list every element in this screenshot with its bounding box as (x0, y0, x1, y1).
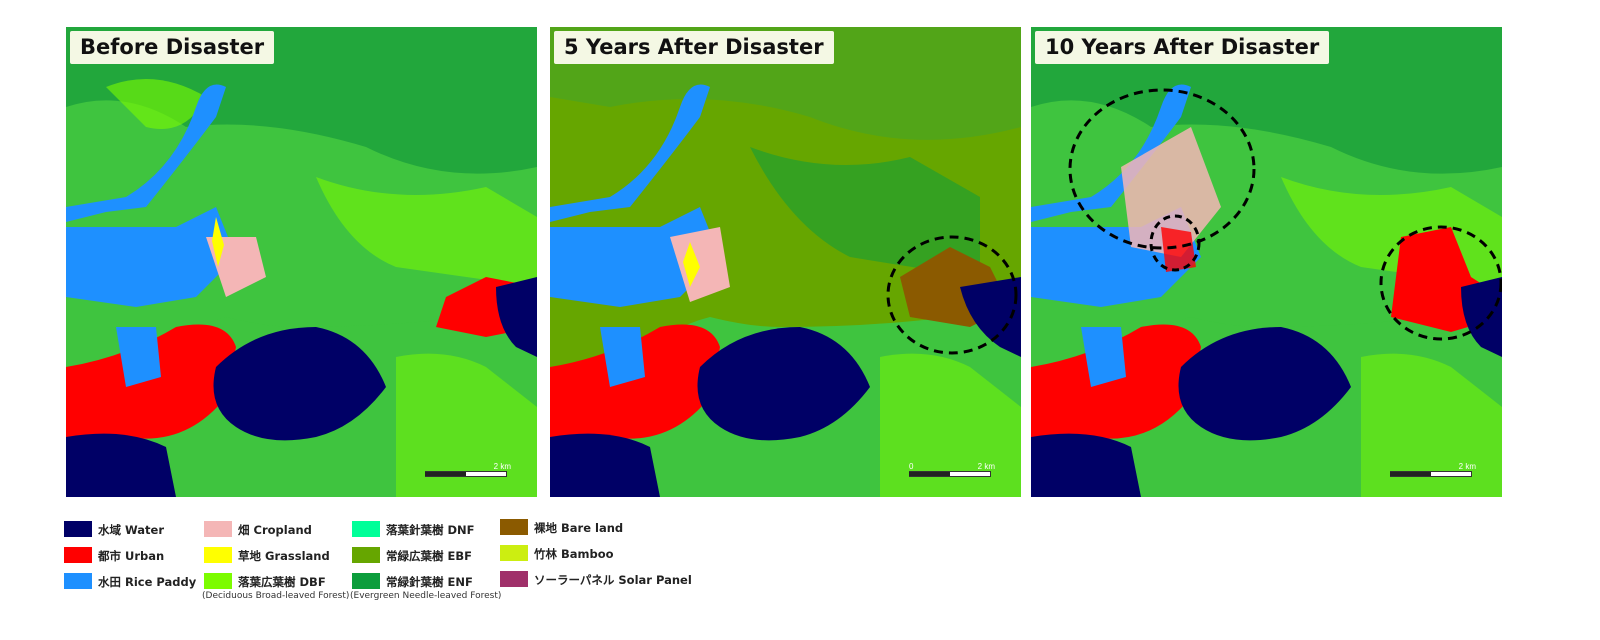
map-panel-10-years: 10 Years After Disaster 2 km (1031, 27, 1502, 497)
scale-label-right: 2 km (977, 462, 995, 471)
legend-swatch (64, 521, 92, 537)
legend-label: 裸地 Bare land (534, 521, 624, 535)
legend-label: 水田 Rice Paddy (98, 575, 197, 589)
legend-swatch (64, 573, 92, 589)
scale-bar: 2 km (425, 461, 511, 477)
legend-swatch (204, 573, 232, 589)
legend-note-enf: (Evergreen Needle-leaved Forest) (350, 591, 502, 601)
scale-label-right: 2 km (1458, 462, 1476, 471)
legend-swatch (500, 545, 528, 561)
scale-label-right: 2 km (493, 462, 511, 471)
land-cover-map (1031, 27, 1502, 497)
legend-swatch (352, 573, 380, 589)
map-panel-before: Before Disaster 2 km (66, 27, 537, 497)
legend-label: 落葉広葉樹 DBF (238, 575, 326, 589)
legend-note-dbf: (Deciduous Broad-leaved Forest) (202, 591, 350, 601)
legend-label: 落葉針葉樹 DNF (386, 523, 475, 537)
land-cover-map (66, 27, 537, 497)
legend-label: 常緑広葉樹 EBF (386, 549, 472, 563)
legend-swatch (204, 547, 232, 563)
legend-label: 水域 Water (98, 523, 165, 537)
legend-swatch (500, 571, 528, 587)
legend-label: 草地 Grassland (238, 549, 330, 563)
highlight-circle (886, 235, 1018, 355)
panel-title: 10 Years After Disaster (1035, 31, 1330, 64)
legend-label: 竹林 Bamboo (534, 547, 614, 561)
highlight-circle (1068, 88, 1256, 250)
legend-swatch (500, 519, 528, 535)
legend-label: ソーラーパネル Solar Panel (534, 573, 692, 587)
legend-swatch (204, 521, 232, 537)
land-cover-map (550, 27, 1021, 497)
legend-label: 畑 Cropland (238, 523, 312, 537)
map-panel-5-years: 5 Years After Disaster 0 2 km (550, 27, 1021, 497)
legend-label: 常緑針葉樹 ENF (386, 575, 473, 589)
legend-swatch (352, 547, 380, 563)
scale-label-left: 0 (909, 462, 914, 471)
panel-title: Before Disaster (70, 31, 275, 64)
scale-bar: 2 km (1390, 461, 1476, 477)
highlight-circle (1379, 225, 1502, 341)
legend-swatch (64, 547, 92, 563)
highlight-circle (1149, 214, 1201, 272)
legend-label: 都市 Urban (98, 549, 165, 563)
scale-bar: 0 2 km (909, 461, 995, 477)
legend-swatch (352, 521, 380, 537)
panel-title: 5 Years After Disaster (554, 31, 834, 64)
